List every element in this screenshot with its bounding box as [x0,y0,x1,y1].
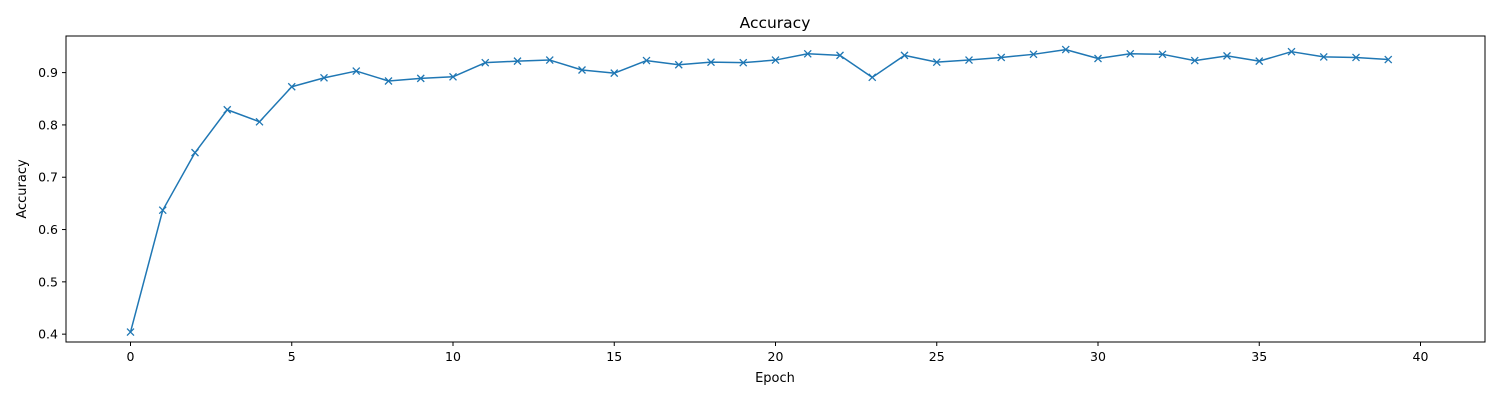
data-point-marker [997,53,1006,62]
plot-area [126,45,1393,337]
data-point-marker [1158,50,1167,59]
data-point-marker [1029,50,1038,59]
chart-title: Accuracy [740,14,811,32]
data-point-marker [1255,57,1264,66]
data-point-marker [707,58,715,67]
y-tick-label: 0.8 [38,117,58,132]
data-point-marker [287,82,296,91]
data-point-marker [900,51,909,60]
data-point-marker [1126,49,1135,58]
data-point-marker [1223,51,1231,60]
data-point-marker [223,105,232,114]
x-tick-label: 20 [768,349,784,364]
x-tick-label: 15 [606,349,622,364]
data-point-marker [416,74,425,83]
x-tick-label: 5 [288,349,296,364]
y-tick-label: 0.9 [38,65,58,80]
y-tick-label: 0.5 [38,274,58,289]
data-point-marker [191,148,199,157]
data-point-marker [932,58,941,67]
series-line [129,48,1389,333]
data-point-marker [803,49,812,58]
x-tick-label: 40 [1413,349,1429,364]
data-point-marker [965,56,973,65]
data-point-marker [1287,47,1296,56]
data-point-marker [1094,54,1102,63]
data-point-marker [384,77,393,85]
data-point-marker [1061,45,1070,54]
data-point-marker [836,51,844,60]
data-point-marker [481,58,490,67]
data-point-marker [545,56,554,65]
data-point-marker [1319,52,1328,61]
axes-frame [65,35,1486,343]
data-point-marker [771,56,780,65]
data-point-marker [610,69,619,78]
data-point-marker [320,73,328,82]
data-point-marker [1190,56,1199,65]
x-axis: 0 5 10 15 20 25 30 35 40 [127,342,1429,364]
x-tick-label: 0 [127,349,135,364]
data-point-marker [674,60,683,69]
data-point-marker [868,73,877,82]
y-tick-label: 0.4 [38,327,58,342]
x-axis-label: Epoch [755,371,795,386]
x-tick-label: 35 [1251,349,1267,364]
data-point-marker [513,57,522,66]
data-point-marker [1352,53,1360,62]
y-axis-label: Accuracy [15,159,30,219]
data-point-marker [126,328,135,337]
data-point-marker [449,72,457,81]
data-point-marker [1384,55,1393,64]
y-tick-label: 0.6 [38,222,58,237]
y-tick-label: 0.7 [38,170,58,185]
data-point-marker [352,67,361,76]
data-point-marker [642,56,651,65]
data-point-marker [255,117,264,126]
x-tick-label: 10 [445,349,461,364]
data-point-marker [158,206,167,215]
x-tick-label: 30 [1090,349,1106,364]
y-axis: 0.4 0.5 0.6 0.7 0.8 0.9 [38,65,66,342]
x-tick-label: 25 [929,349,945,364]
data-point-marker [578,66,586,74]
data-point-marker [739,58,748,67]
